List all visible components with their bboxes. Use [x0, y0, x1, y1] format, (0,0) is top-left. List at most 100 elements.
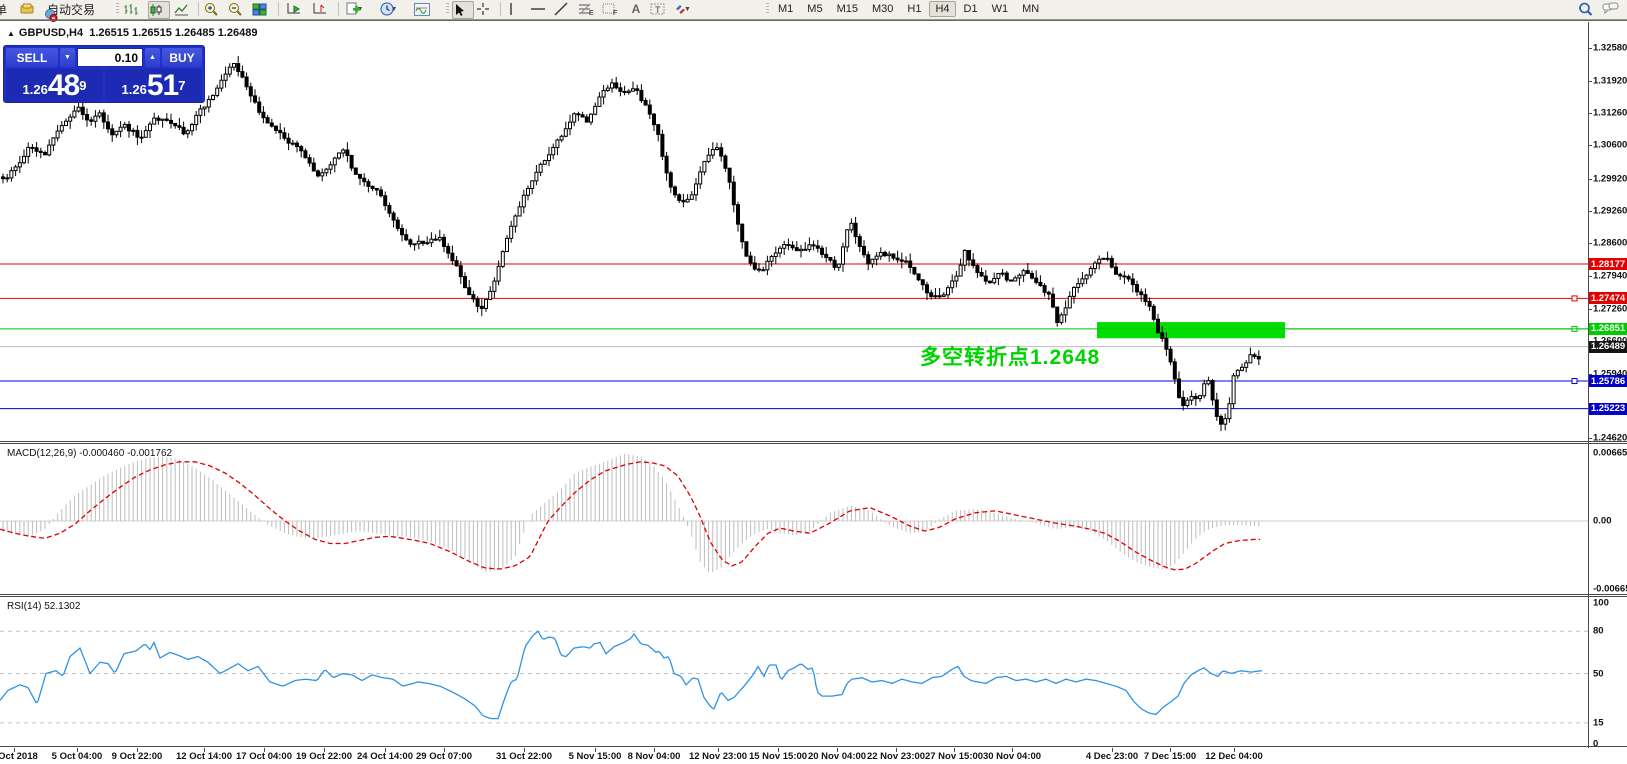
macd-canvas[interactable]: [0, 445, 1627, 593]
auto-scroll-icon[interactable]: [286, 1, 306, 17]
time-tick: [444, 748, 445, 752]
price-label: 1.25940: [1593, 368, 1627, 379]
rsi-axis-label: 0: [1593, 738, 1599, 750]
time-axis[interactable]: 1 Oct 2018 5 Oct 04:00 9 Oct 22:00 12 Oct 1…: [0, 748, 1627, 764]
time-label: 27 Nov 15:00: [924, 751, 984, 762]
candlestick-chart-icon[interactable]: [148, 1, 170, 19]
time-label: 12 Oct 14:00: [176, 751, 232, 762]
zoom-in-icon[interactable]: [204, 1, 224, 17]
chart-annotation[interactable]: 多空转折点1.2648: [920, 346, 1101, 369]
time-label: 4 Dec 23:00: [1085, 751, 1139, 762]
time-label: 30 Nov 04:00: [982, 751, 1042, 762]
sell-price-big: 48: [47, 69, 80, 102]
main-macd-separator[interactable]: [0, 441, 1627, 442]
macd-rsi-separator[interactable]: [0, 594, 1627, 595]
price-label: 1.24620: [1593, 432, 1627, 444]
timeframe-h4[interactable]: H4: [929, 1, 956, 17]
new-order-icon[interactable]: [20, 1, 40, 17]
lot-size-input[interactable]: [77, 48, 143, 67]
timeframe-mn[interactable]: MN: [1022, 3, 1040, 15]
vertical-line-icon[interactable]: [506, 1, 526, 17]
timeframe-h1[interactable]: H1: [907, 3, 922, 15]
macd-rsi-separator2: [0, 596, 1627, 597]
price-label: 1.29920: [1593, 173, 1627, 185]
price-tick: [1588, 178, 1592, 180]
time-tick: [204, 748, 205, 752]
grid-icon[interactable]: F: [602, 1, 622, 17]
line-handle-icon[interactable]: [1571, 378, 1578, 385]
price-tick: [1588, 275, 1592, 277]
svg-text:T: T: [655, 5, 661, 15]
rsi-line: [0, 630, 1263, 720]
time-tick: [385, 748, 386, 752]
time-tick: [896, 748, 897, 752]
line-handle-icon[interactable]: [1571, 295, 1578, 302]
time-label: 9 Oct 22:00: [111, 751, 163, 762]
price-tick: [1588, 373, 1592, 375]
lot-decrease-button[interactable]: ▼: [60, 48, 75, 67]
time-label: 22 Nov 23:00: [866, 751, 926, 762]
time-label: 31 Oct 22:00: [496, 751, 552, 762]
rsi-canvas[interactable]: [0, 598, 1627, 746]
ohlc-values: 1.26515 1.26515 1.26485 1.26489: [89, 27, 258, 39]
text-label-icon[interactable]: T: [650, 1, 670, 17]
time-tick: [137, 748, 138, 752]
chat-icon[interactable]: [1602, 1, 1622, 17]
timeframe-m5[interactable]: M5: [807, 3, 823, 15]
auto-trading-button[interactable]: 自动交易: [44, 1, 96, 22]
price-tick: [1588, 243, 1592, 245]
macd-label: MACD(12,26,9) -0.000460 -0.001762: [7, 448, 173, 459]
lot-increase-button[interactable]: ▲: [145, 48, 160, 67]
text-icon[interactable]: A: [631, 2, 641, 16]
chart-shift-icon[interactable]: [312, 1, 332, 17]
price-label: 1.27940: [1593, 270, 1627, 282]
rsi-axis-label: 100: [1593, 597, 1609, 609]
highlight-rectangle[interactable]: [1097, 322, 1285, 339]
timeframe-m1[interactable]: M1: [778, 3, 794, 15]
new-chart-icon[interactable]: ▼: [346, 1, 373, 17]
macd-signal-line: [0, 461, 1260, 571]
rsi-axis-label: 15: [1593, 717, 1604, 729]
tile-windows-icon[interactable]: [252, 1, 272, 17]
time-tick: [595, 748, 596, 752]
timeframe-m15[interactable]: M15: [836, 3, 858, 15]
cursor-icon[interactable]: [452, 1, 474, 19]
time-tick: [77, 748, 78, 752]
price-badge-1.27474: 1.27474: [1589, 292, 1627, 305]
time-label: 12 Nov 23:00: [688, 751, 748, 762]
main-chart-canvas[interactable]: [0, 22, 1627, 441]
buy-button[interactable]: BUY: [162, 48, 202, 67]
trendline-icon[interactable]: [554, 1, 574, 17]
bar-chart-icon[interactable]: [124, 1, 144, 17]
time-tick: [837, 748, 838, 752]
price-tick: [1588, 48, 1592, 50]
fibonacci-icon[interactable]: E: [578, 1, 598, 17]
time-tick: [1012, 748, 1013, 752]
sell-price-sup: 9: [79, 78, 87, 93]
arrows-icon[interactable]: ▼: [674, 1, 700, 17]
price-badge-1.25223: 1.25223: [1589, 402, 1627, 415]
rsi-axis-label: 80: [1593, 625, 1604, 637]
time-label: 5 Oct 04:00: [51, 751, 103, 762]
sell-price-display[interactable]: 1.26 48 9: [6, 69, 103, 102]
chart-top-border: [0, 20, 1627, 21]
time-tick: [14, 748, 15, 752]
price-label: 1.31260: [1593, 107, 1627, 119]
sell-button[interactable]: SELL: [6, 48, 58, 67]
toolbar: 单 自动交易: [0, 0, 1627, 22]
indicators-icon[interactable]: ▼: [414, 1, 441, 17]
timeframe-d1[interactable]: D1: [963, 3, 978, 15]
new-order-button[interactable]: 单: [0, 2, 7, 17]
timeframe-m30[interactable]: M30: [871, 3, 894, 15]
timeframe-w1[interactable]: W1: [991, 3, 1009, 15]
auto-trading-label: 自动交易: [47, 2, 96, 17]
collapse-arrow-icon[interactable]: ▲: [7, 29, 15, 38]
crosshair-icon[interactable]: [476, 1, 496, 17]
line-chart-icon[interactable]: [174, 1, 194, 17]
horizontal-line-icon[interactable]: [530, 1, 550, 17]
zoom-out-icon[interactable]: [228, 1, 248, 17]
macd-histogram: [2, 453, 1260, 573]
period-clock-icon[interactable]: ▼: [380, 1, 407, 17]
search-icon[interactable]: [1578, 1, 1598, 17]
buy-price-display[interactable]: 1.26 51 7: [105, 69, 202, 102]
